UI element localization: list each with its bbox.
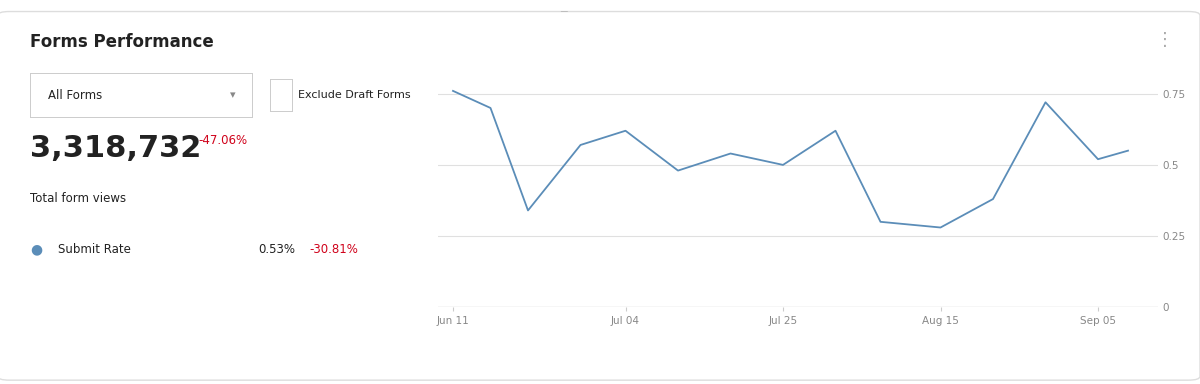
Text: -30.81%: -30.81% (310, 243, 359, 256)
Text: ─: ─ (560, 6, 568, 16)
Text: 0.53%: 0.53% (258, 243, 295, 256)
Text: All Forms: All Forms (48, 89, 102, 101)
Text: ●: ● (30, 243, 42, 257)
Text: ▾: ▾ (230, 90, 235, 100)
Text: 3,318,732: 3,318,732 (30, 134, 202, 164)
Text: Forms Performance: Forms Performance (30, 33, 214, 51)
Text: Total form views: Total form views (30, 192, 126, 205)
Text: ⋮: ⋮ (1156, 31, 1174, 49)
Text: Exclude Draft Forms: Exclude Draft Forms (298, 90, 410, 100)
Text: -47.06%: -47.06% (198, 134, 247, 147)
Text: Submit Rate: Submit Rate (58, 243, 131, 256)
